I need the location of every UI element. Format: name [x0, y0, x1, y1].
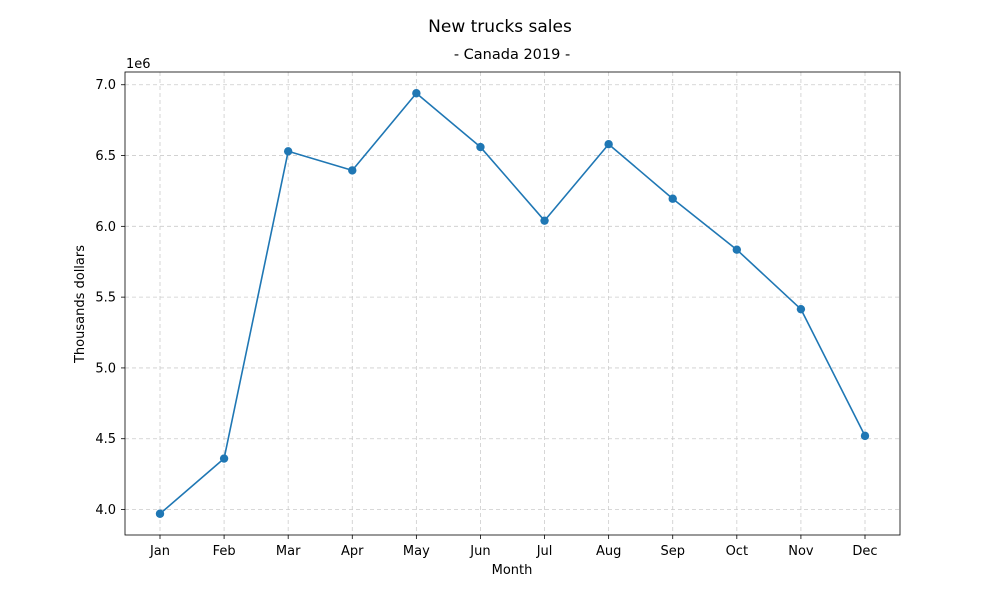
x-tick-label: Feb: [213, 544, 236, 559]
x-tick-label: Apr: [341, 544, 364, 559]
data-point-may: [412, 89, 421, 98]
data-point-jul: [540, 216, 549, 225]
data-point-apr: [348, 166, 357, 175]
x-tick-label: Jan: [149, 544, 170, 559]
data-point-mar: [283, 147, 293, 156]
y-tick-label: 6.0: [95, 220, 116, 235]
data-point-oct: [732, 245, 742, 254]
x-tick-label: Nov: [788, 544, 814, 559]
plot-frame: [124, 71, 901, 536]
chart-subtitle: - Canada 2019 -: [454, 47, 570, 63]
series-layer: [155, 89, 870, 518]
chart-title: New trucks sales: [428, 17, 572, 37]
data-point-nov: [796, 304, 806, 314]
x-tick-label: Oct: [726, 544, 748, 559]
data-point-jun: [476, 142, 485, 152]
axes: Jan Feb Mar Apr May Jun Jul Aug Sep Oct Nov Dec 4.0 4…: [95, 71, 901, 559]
y-tick-label: 6.5: [95, 149, 116, 164]
x-tick-label: Sep: [660, 544, 685, 559]
x-tick-label: Aug: [596, 544, 621, 559]
data-point-jan: [155, 509, 165, 518]
x-tick-label: May: [403, 544, 430, 559]
data-point-sep: [668, 194, 677, 203]
data-point-dec: [860, 431, 870, 441]
y-tick-label: 5.0: [95, 361, 116, 376]
y-tick-label: 7.0: [95, 78, 116, 93]
x-tick-label: Dec: [852, 544, 877, 559]
y-tick-label: 4.5: [95, 432, 116, 447]
data-point-feb: [219, 454, 229, 463]
y-tick-label: 5.5: [95, 291, 116, 306]
x-tick-label: Mar: [276, 544, 301, 559]
x-axis-label: Month: [492, 563, 533, 578]
x-tick-label: Jul: [536, 544, 553, 559]
x-tick-label: Jun: [469, 544, 490, 559]
y-offset-label: 1e6: [126, 57, 151, 72]
y-tick-label: 4.0: [95, 503, 116, 518]
y-axis-label: Thousands dollars: [73, 245, 88, 364]
data-point-aug: [604, 140, 613, 149]
series-line: [159, 92, 866, 515]
